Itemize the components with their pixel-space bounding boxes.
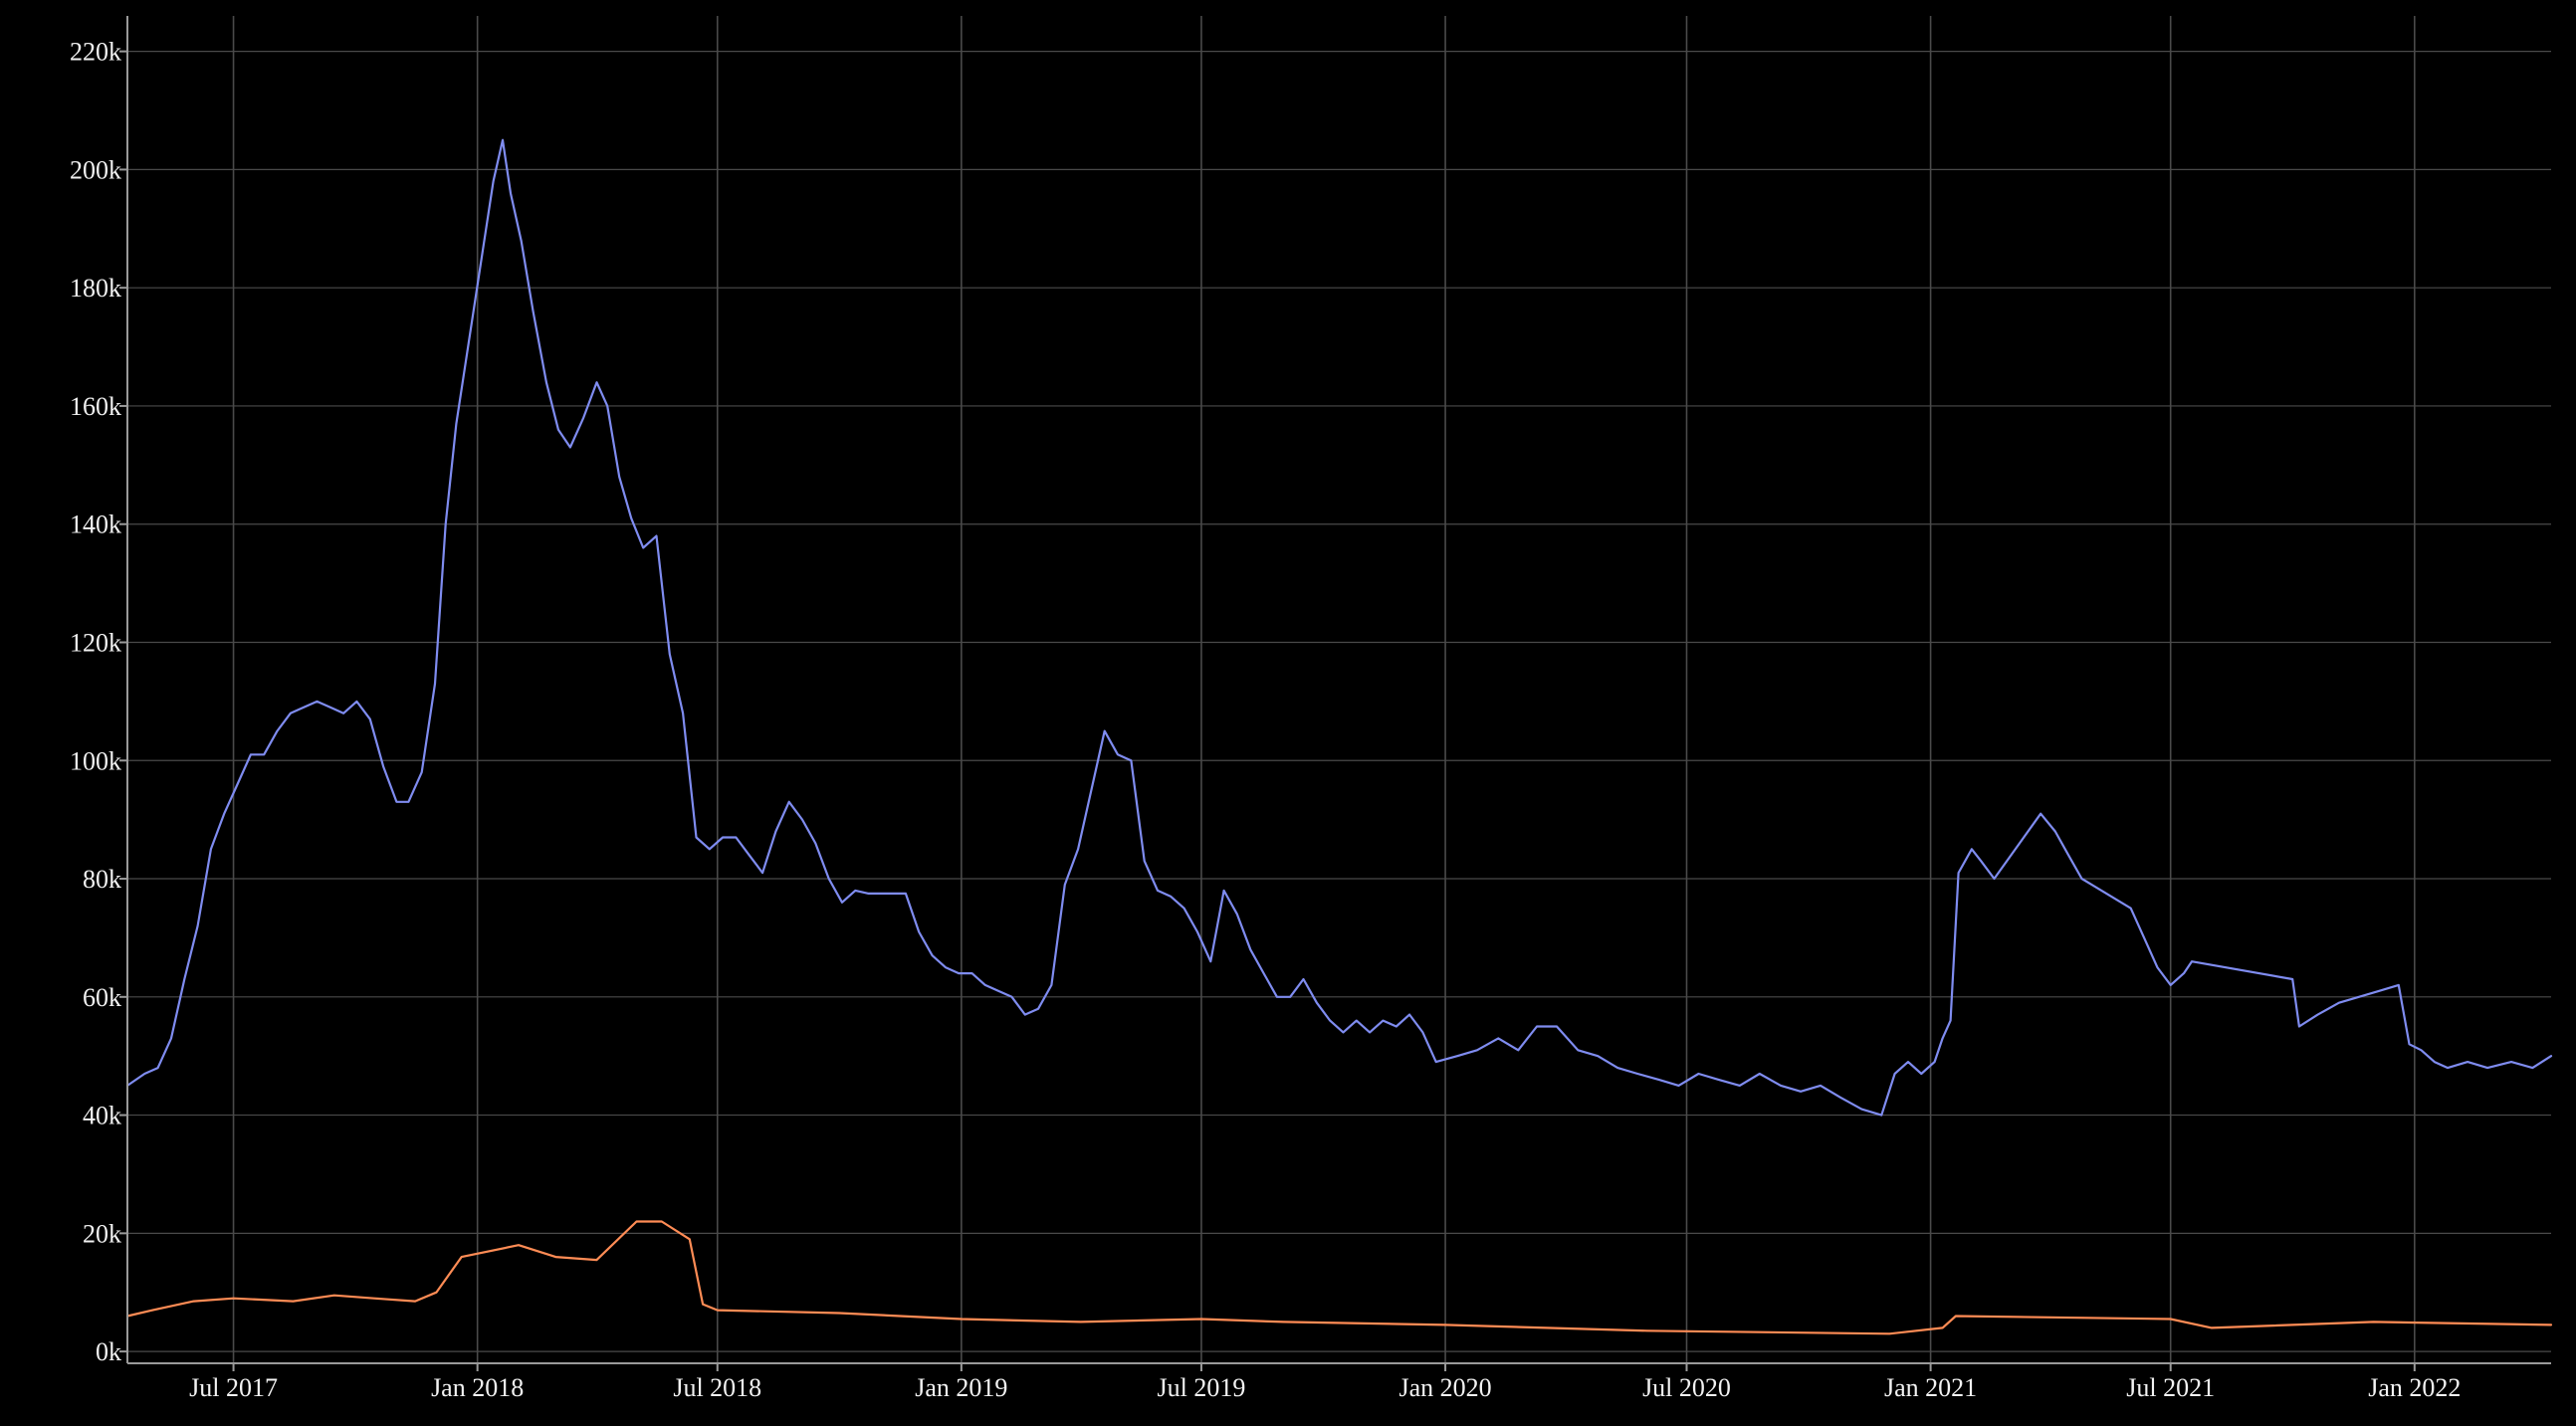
y-tick-label: 180k — [70, 274, 121, 303]
y-tick-label: 140k — [70, 510, 121, 539]
x-tick-label: Jul 2017 — [189, 1373, 278, 1402]
y-tick-label: 100k — [70, 746, 121, 775]
x-tick-label: Jul 2018 — [673, 1373, 761, 1402]
x-tick-label: Jul 2021 — [2126, 1373, 2215, 1402]
y-tick-label: 120k — [70, 628, 121, 657]
y-tick-label: 40k — [83, 1102, 121, 1130]
x-gridlines — [232, 16, 2416, 1363]
y-tick-label: 60k — [83, 983, 121, 1012]
y-tick-label: 80k — [83, 865, 121, 894]
x-tick-label: Jul 2019 — [1158, 1373, 1246, 1402]
y-tick-label: 20k — [83, 1219, 121, 1248]
y-tick-label: 200k — [70, 155, 121, 184]
x-tick-label: Jan 2020 — [1398, 1373, 1491, 1402]
x-tick-label: Jan 2019 — [915, 1373, 1007, 1402]
x-tick-labels: Jul 2017 Jan 2018 Jul 2018 Jan 2019 Jul 2019… — [189, 1363, 2461, 1402]
series-layer — [125, 138, 2553, 1335]
x-tick-label: Jan 2018 — [431, 1373, 524, 1402]
y-gridlines — [127, 51, 2551, 1352]
y-tick-labels: 0k 20k 40k 60k 80k 100k 120k 140k 160k 180k 200k 22… — [70, 38, 127, 1366]
x-tick-label: Jul 2020 — [1642, 1373, 1731, 1402]
x-tick-label: Jan 2021 — [1884, 1373, 1977, 1402]
series-line-2 — [125, 1220, 2553, 1335]
y-tick-label: 160k — [70, 392, 121, 421]
series-line-1 — [125, 138, 2553, 1117]
x-tick-label: Jan 2022 — [2368, 1373, 2461, 1402]
y-tick-label: 0k — [96, 1337, 121, 1366]
y-tick-label: 220k — [70, 38, 121, 67]
